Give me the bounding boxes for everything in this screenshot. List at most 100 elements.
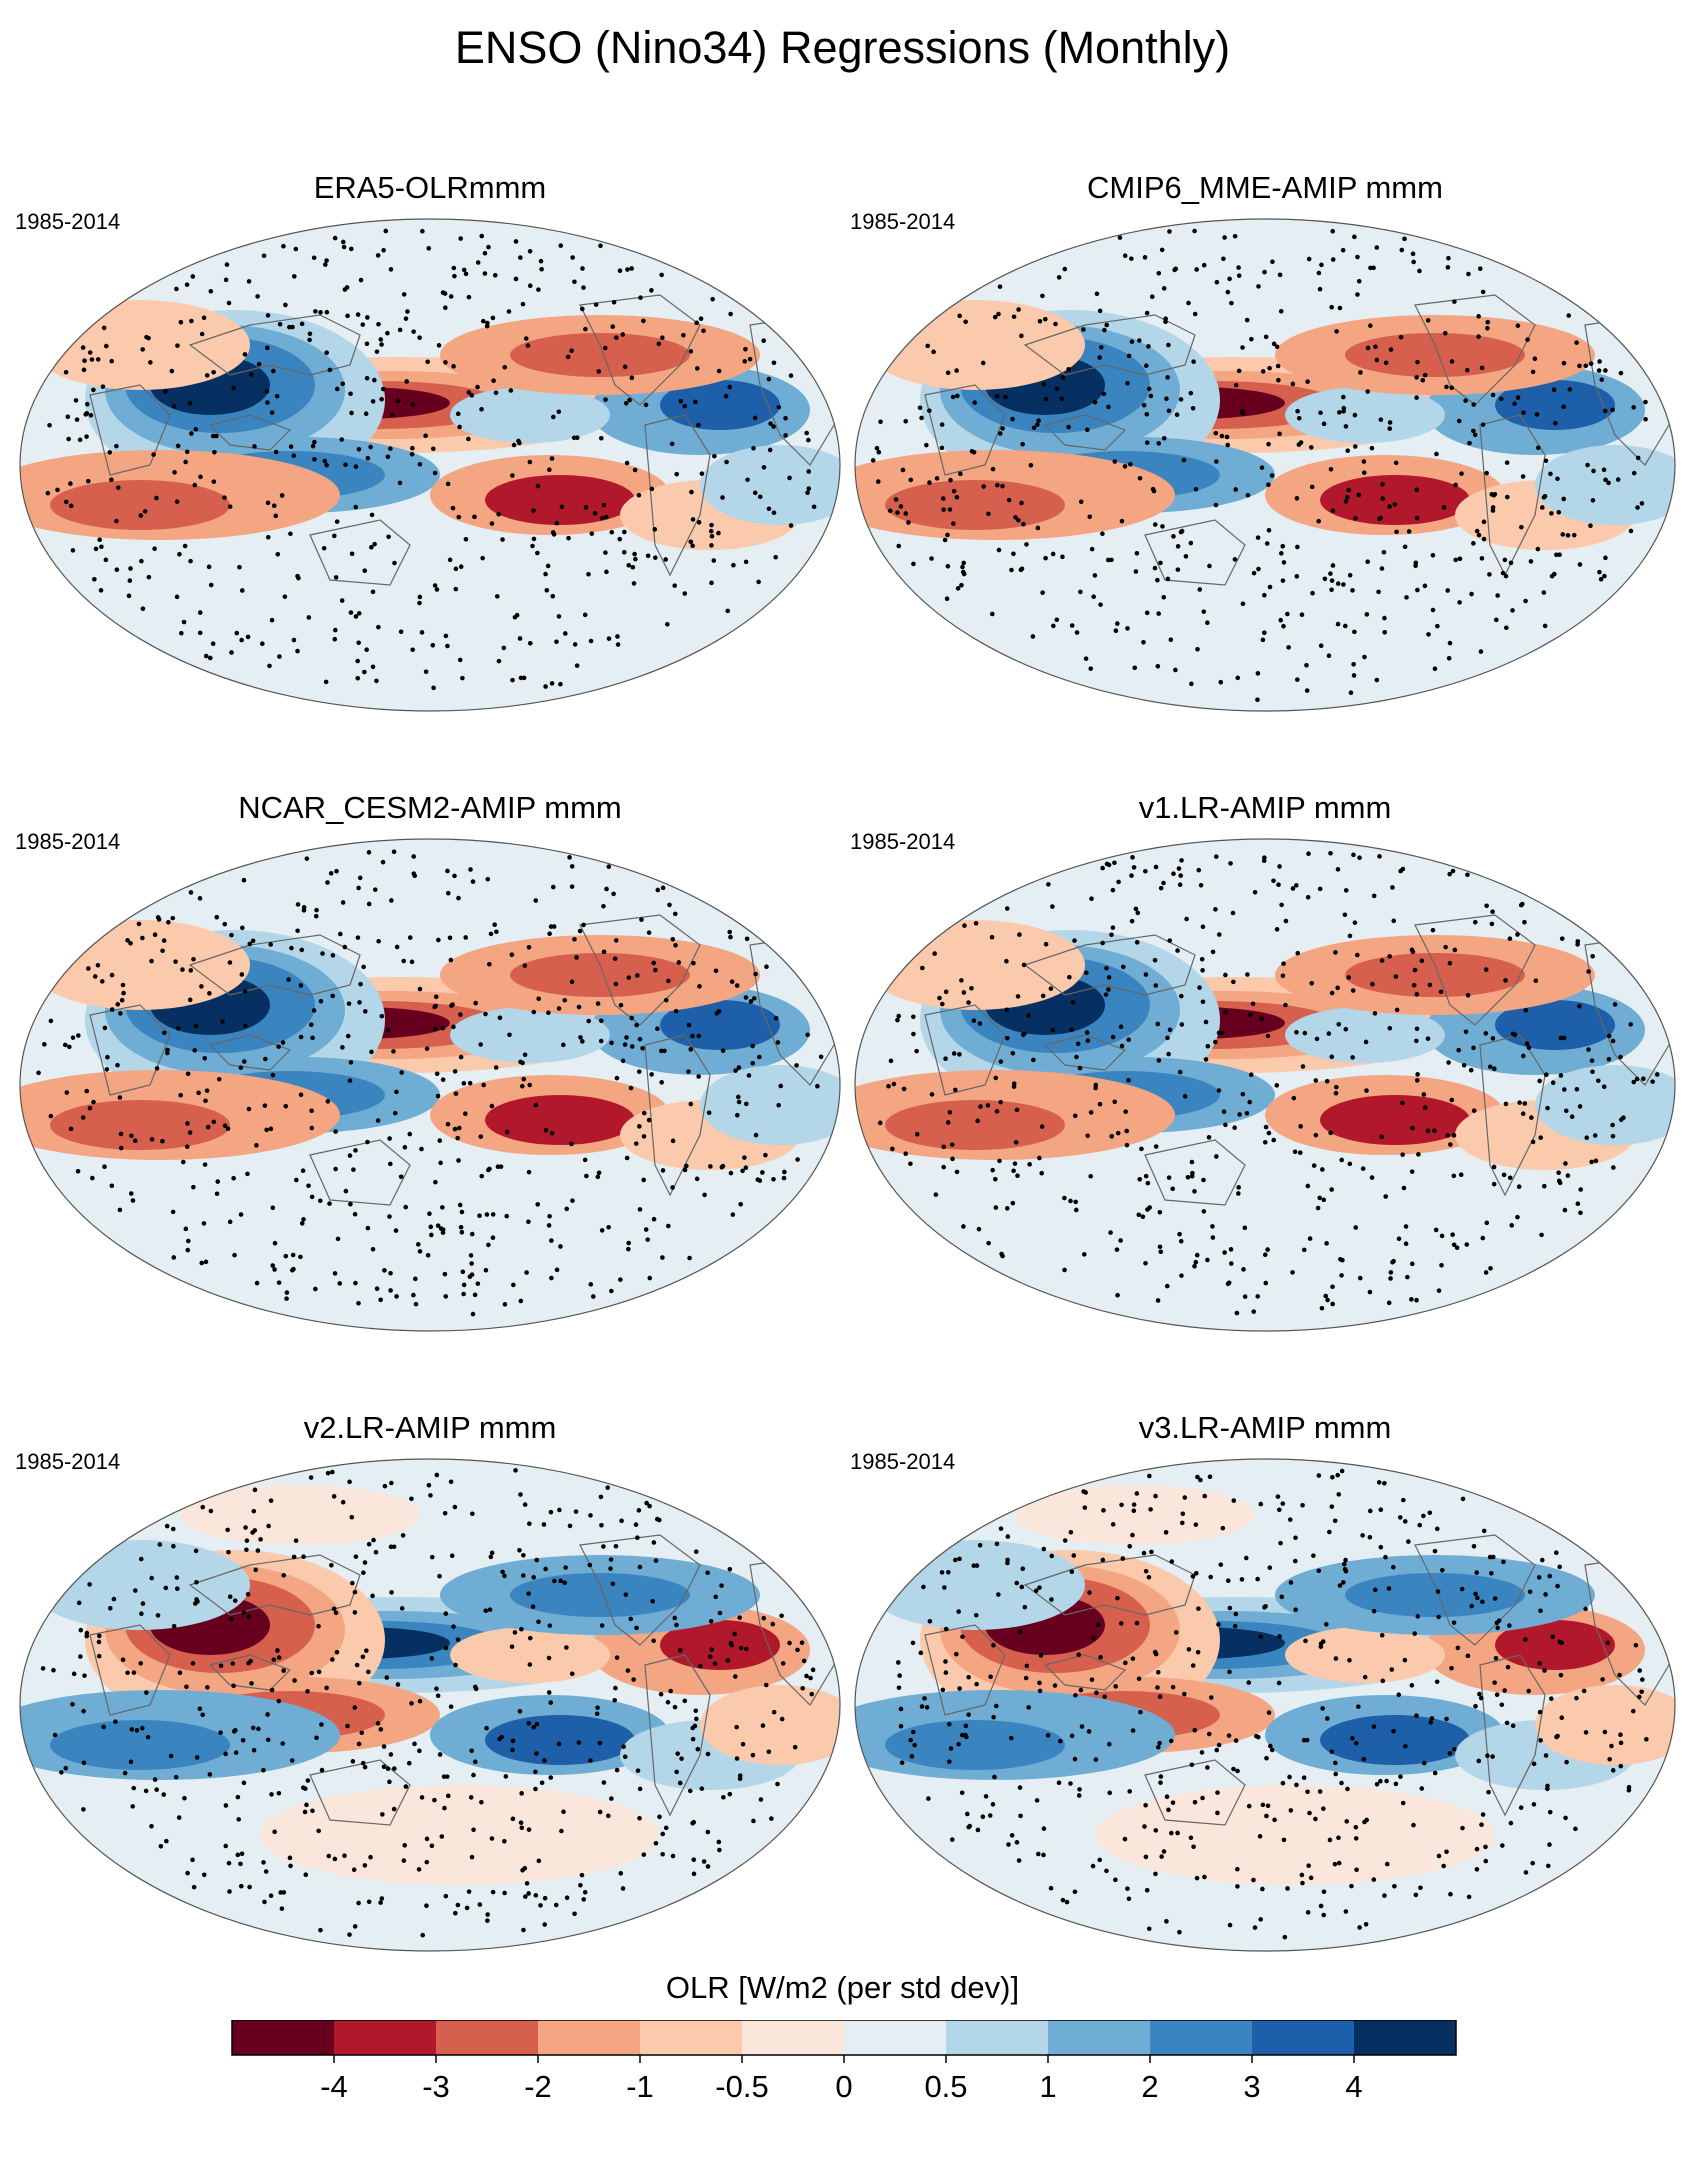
stipple-dot — [611, 891, 616, 897]
stipple-dot — [445, 1121, 451, 1127]
stipple-dot — [149, 1137, 155, 1142]
stipple-dot — [239, 588, 245, 593]
stipple-dot — [542, 1922, 547, 1927]
stipple-dot — [177, 551, 182, 557]
stipple-dot — [1540, 505, 1545, 510]
stipple-dot — [81, 1807, 86, 1812]
stipple-dot — [1543, 1072, 1549, 1078]
stipple-dot — [763, 1152, 768, 1158]
stipple-dot — [1165, 375, 1170, 380]
stipple-dot — [773, 554, 778, 560]
stipple-dot — [1278, 308, 1284, 314]
stipple-dot — [1401, 1497, 1406, 1503]
stipple-dot — [51, 1667, 56, 1673]
stipple-dot — [239, 637, 244, 643]
negative-anomaly — [260, 545, 660, 645]
stipple-dot — [1574, 1086, 1580, 1092]
stipple-dot — [1141, 1550, 1147, 1556]
stipple-dot — [1128, 461, 1133, 467]
stipple-dot — [1351, 852, 1356, 858]
stipple-dot — [311, 255, 317, 261]
stipple-dot — [1214, 279, 1220, 285]
stipple-dot — [1635, 505, 1640, 510]
positive-anomaly — [1495, 1620, 1615, 1670]
stipple-dot — [628, 1616, 634, 1622]
stipple-dot — [293, 1538, 299, 1543]
stipple-dot — [98, 588, 104, 593]
stipple-dot — [1590, 498, 1596, 503]
stipple-dot — [229, 650, 234, 655]
stipple-dot — [270, 1072, 276, 1078]
stipple-dot — [549, 1130, 555, 1136]
stipple-dot — [384, 1675, 390, 1680]
stipple-dot — [638, 295, 643, 300]
stipple-dot — [349, 410, 354, 416]
stipple-dot — [458, 564, 464, 570]
stipple-dot — [1447, 640, 1453, 646]
stipple-dot — [527, 1662, 533, 1667]
stipple-dot — [605, 1485, 611, 1490]
stipple-dot — [760, 1170, 765, 1175]
stipple-dot — [1369, 445, 1375, 451]
stipple-dot — [1161, 880, 1166, 886]
stipple-dot — [1193, 1259, 1199, 1265]
stipple-dot — [255, 294, 260, 299]
stipple-dot — [164, 1523, 170, 1529]
stipple-dot — [115, 1002, 121, 1007]
stipple-dot — [1341, 582, 1346, 587]
stipple-dot — [527, 640, 533, 646]
stipple-dot — [1072, 938, 1077, 943]
stipple-dot — [1203, 1019, 1209, 1025]
stipple-dot — [128, 1191, 134, 1196]
stipple-dot — [440, 1205, 445, 1210]
stipple-dot — [908, 477, 914, 483]
stipple-dot — [1252, 1925, 1258, 1930]
stipple-dot — [1129, 339, 1135, 344]
stipple-dot — [1272, 1817, 1277, 1823]
stipple-dot — [1262, 1605, 1267, 1610]
stipple-dot — [502, 1302, 508, 1307]
stipple-dot — [1088, 1173, 1094, 1179]
stipple-dot — [1319, 262, 1324, 268]
stipple-dot — [1010, 1200, 1016, 1206]
stipple-dot — [1003, 394, 1008, 400]
stipple-dot — [118, 1131, 124, 1137]
stipple-dot — [136, 921, 142, 927]
stipple-dot — [254, 1280, 260, 1286]
stipple-dot — [96, 1653, 102, 1659]
stipple-dot — [1182, 1094, 1188, 1099]
stipple-dot — [1169, 1830, 1174, 1836]
stipple-dot — [998, 1526, 1004, 1531]
stipple-dot — [564, 1895, 570, 1901]
stipple-dot — [208, 1508, 214, 1514]
stipple-dot — [1420, 377, 1426, 383]
stipple-dot — [1335, 985, 1340, 991]
stipple-dot — [1379, 1134, 1384, 1140]
colorbar-segment — [1252, 2020, 1354, 2055]
stipple-dot — [235, 1794, 241, 1800]
stipple-dot — [134, 1728, 140, 1733]
stipple-dot — [932, 951, 937, 956]
stipple-dot — [68, 503, 74, 509]
stipple-dot — [1379, 566, 1385, 571]
stipple-dot — [810, 1667, 816, 1673]
stipple-dot — [1485, 326, 1490, 331]
map-panel: v3.LR-AMIP mmm 1985-2014 — [850, 1410, 1680, 1990]
stipple-dot — [1335, 1472, 1341, 1478]
stipple-dot — [1507, 936, 1513, 942]
stipple-dot — [479, 1799, 484, 1805]
stipple-dot — [302, 1809, 308, 1815]
stipple-dot — [1036, 1851, 1041, 1857]
stipple-dot — [1346, 487, 1351, 493]
stipple-dot — [906, 520, 911, 525]
stipple-dot — [1414, 487, 1419, 493]
stipple-dot — [1400, 1100, 1405, 1106]
stipple-dot — [677, 1647, 683, 1653]
stipple-dot — [225, 1126, 231, 1132]
stipple-dot — [239, 972, 245, 977]
stipple-dot — [603, 550, 608, 555]
stipple-dot — [279, 1906, 285, 1911]
stipple-dot — [1084, 1030, 1090, 1035]
stipple-dot — [1098, 602, 1103, 607]
stipple-dot — [494, 594, 500, 599]
